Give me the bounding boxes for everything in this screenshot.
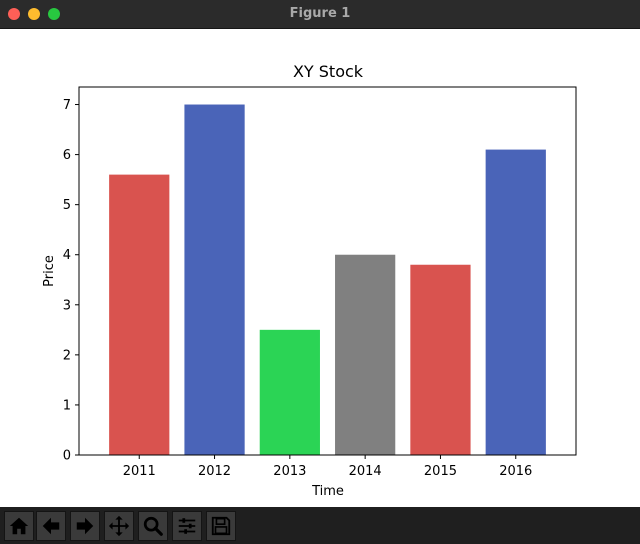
axes-frame: [78, 86, 577, 456]
home-icon: [9, 517, 29, 535]
save-icon: [211, 516, 231, 536]
x-tick-label-2016: 2016: [499, 464, 532, 479]
y-tick-label-2: 2: [63, 348, 71, 363]
back-arrow-icon: [42, 517, 60, 535]
y-tick-label-7: 7: [63, 98, 71, 113]
x-tick-label-2015: 2015: [424, 464, 457, 479]
x-tick-label-2013: 2013: [273, 464, 306, 479]
x-axis-label: Time: [311, 484, 344, 499]
bar-2011: [109, 174, 170, 455]
save-button[interactable]: [206, 511, 236, 541]
minimize-window-button[interactable]: [28, 8, 40, 20]
x-tick-label-2011: 2011: [123, 464, 156, 479]
y-tick-label-4: 4: [63, 248, 71, 263]
forward-button[interactable]: [70, 511, 100, 541]
x-tick-label-2012: 2012: [198, 464, 231, 479]
y-tick-label-3: 3: [63, 298, 71, 313]
pan-button[interactable]: [104, 511, 134, 541]
x-tick-label-2014: 2014: [349, 464, 382, 479]
bar-2016: [485, 149, 546, 456]
bar-2013: [259, 329, 320, 455]
y-ticks-group: 0 1 2 3 4 5 6 7: [63, 98, 79, 464]
bar-2012: [184, 104, 245, 456]
zoom-button[interactable]: [138, 511, 168, 541]
y-tick-label-0: 0: [63, 449, 71, 464]
maximize-window-button[interactable]: [48, 8, 60, 20]
zoom-icon: [143, 516, 163, 536]
forward-arrow-icon: [76, 517, 94, 535]
chart-title: XY Stock: [293, 62, 364, 81]
configure-subplots-icon: [178, 518, 196, 534]
window-title: Figure 1: [289, 6, 351, 21]
bar-2014: [335, 254, 396, 455]
close-window-button[interactable]: [8, 8, 20, 20]
navigation-toolbar: [0, 508, 640, 544]
y-tick-label-5: 5: [63, 198, 71, 213]
y-tick-label-1: 1: [63, 398, 71, 413]
pan-icon: [108, 515, 130, 537]
x-ticks-group: 2011 2012 2013 2014 2015 2016: [123, 455, 532, 479]
title-bar: Figure 1: [0, 0, 640, 29]
y-axis-label: Price: [42, 255, 57, 287]
back-button[interactable]: [36, 511, 66, 541]
bar-2015: [410, 264, 471, 455]
bars-group: [109, 104, 546, 456]
home-button[interactable]: [4, 511, 34, 541]
configure-subplots-button[interactable]: [172, 511, 202, 541]
y-tick-label-6: 6: [63, 148, 71, 163]
